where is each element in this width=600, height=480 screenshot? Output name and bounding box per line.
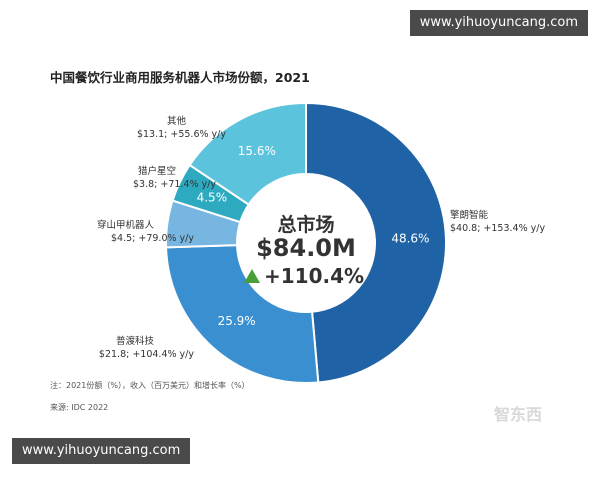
- slice-3-category-label: 穿山甲机器人: [97, 219, 155, 231]
- center-label: 总市场: [277, 213, 334, 236]
- slice-1-category-label: 擎朗智能: [450, 209, 489, 221]
- slice-5-detail-label: $13.1; +55.6% y/y: [137, 129, 226, 140]
- slice-4-percent-label: 4.5%: [197, 191, 228, 205]
- donut-callouts: 擎朗智能 $40.8; +153.4% y/y 普渡科技 $21.8; +104.4%…: [97, 115, 545, 360]
- slice-5-percent-label: 15.6%: [238, 144, 276, 158]
- slice-2-detail-label: $21.8; +104.4% y/y: [99, 349, 194, 360]
- chart-title: 中国餐饮行业商用服务机器人市场份额，2021: [50, 70, 310, 85]
- slice-3-detail-label: $4.5; +79.0% y/y: [111, 233, 194, 244]
- slice-4-category-label: 猎户星空: [138, 165, 176, 177]
- slice-2-category-label: 普渡科技: [116, 335, 155, 347]
- donut-hole: [237, 174, 375, 312]
- slice-5-category-label: 其他: [167, 115, 187, 127]
- watermark-bottom: www.yihuoyuncang.com: [12, 438, 191, 464]
- source-note: 来源: IDC 2022: [50, 403, 108, 412]
- center-growth: +110.4%: [264, 264, 364, 288]
- slice-1-detail-label: $40.8; +153.4% y/y: [450, 223, 545, 234]
- center-total: $84.0M: [256, 234, 356, 262]
- donut-slice-labels: 48.6% 25.9% 4.5% 15.6%: [197, 144, 430, 328]
- watermark-top: www.yihuoyuncang.com: [409, 10, 588, 36]
- slice-4-detail-label: $3.8; +71.4% y/y: [133, 179, 216, 190]
- slice-1-percent-label: 48.6%: [391, 231, 429, 245]
- footnote: 注：2021份额（%），收入（百万美元）和增长率（%）: [50, 380, 250, 390]
- slice-2-percent-label: 25.9%: [218, 314, 256, 328]
- up-triangle-icon: [244, 269, 260, 283]
- logo-text: 智东西: [494, 405, 542, 424]
